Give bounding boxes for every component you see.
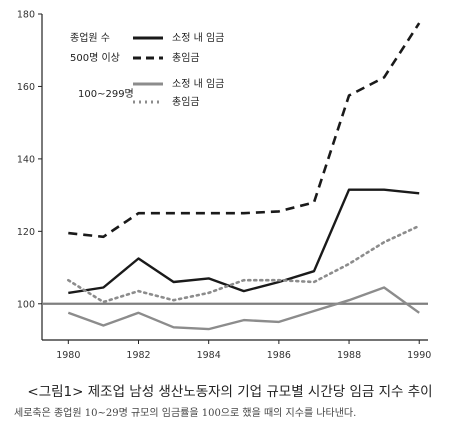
series-line-2 xyxy=(68,22,421,239)
legend-group-label-500: 500명 이상 xyxy=(70,52,120,64)
x-tick-label: 1980 xyxy=(56,350,80,361)
legend-entry-100-base: 소정 내 임금 xyxy=(172,77,224,90)
y-tick-label: 160 xyxy=(17,82,35,93)
legend-entry-100-total: 총임금 xyxy=(172,95,200,108)
chart-note: 세로축은 종업원 10~29명 규모의 임금률을 100으로 했을 때의 지수를… xyxy=(14,408,357,419)
legend-group-label-100-299: 100~299명 xyxy=(78,88,134,100)
series-line-1 xyxy=(68,188,420,295)
chart-title: <그림1> 제조업 남성 생산노동자의 기업 규모별 시간당 임금 지수 추이 xyxy=(27,384,433,400)
x-tick-label: 1986 xyxy=(267,350,291,361)
y-tick-label: 180 xyxy=(17,10,35,21)
series-line-4 xyxy=(67,224,421,304)
x-tick-label: 1990 xyxy=(407,350,431,361)
series-line-3 xyxy=(67,286,420,331)
y-tick-label: 140 xyxy=(17,154,35,165)
legend-group-label-employees: 종업원 수 xyxy=(70,31,110,44)
axes: 100 120 140 160 180 1980 1982 1984 1986 1988 1990 xyxy=(17,10,431,362)
series-lines xyxy=(67,22,421,331)
x-tick-label: 1982 xyxy=(126,350,150,361)
y-tick-label: 120 xyxy=(17,227,35,238)
x-tick-label: 1988 xyxy=(337,350,361,361)
legend: 종업원 수 500명 이상 100~299명 소정 내 임금 총임금 소정 내 … xyxy=(70,31,224,108)
x-tick-label: 1984 xyxy=(197,350,221,361)
y-tick-label: 100 xyxy=(17,299,35,310)
legend-entry-500-total: 총임금 xyxy=(172,51,200,64)
legend-entry-500-base: 소정 내 임금 xyxy=(172,31,224,44)
